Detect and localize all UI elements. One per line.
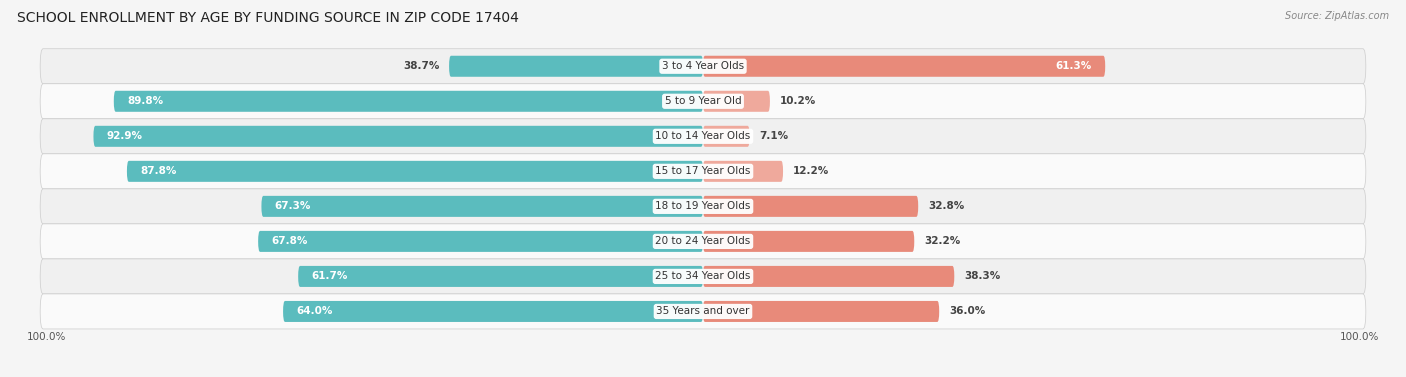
Text: 67.8%: 67.8% [271,236,308,247]
Text: 64.0%: 64.0% [297,307,333,316]
Text: 3 to 4 Year Olds: 3 to 4 Year Olds [662,61,744,71]
Text: SCHOOL ENROLLMENT BY AGE BY FUNDING SOURCE IN ZIP CODE 17404: SCHOOL ENROLLMENT BY AGE BY FUNDING SOUR… [17,11,519,25]
FancyBboxPatch shape [703,126,749,147]
FancyBboxPatch shape [41,259,1365,294]
Text: 32.2%: 32.2% [924,236,960,247]
Text: 89.8%: 89.8% [127,96,163,106]
FancyBboxPatch shape [41,119,1365,154]
FancyBboxPatch shape [449,56,703,77]
FancyBboxPatch shape [93,126,703,147]
Text: 92.9%: 92.9% [107,131,142,141]
Text: 25 to 34 Year Olds: 25 to 34 Year Olds [655,271,751,281]
Text: 20 to 24 Year Olds: 20 to 24 Year Olds [655,236,751,247]
FancyBboxPatch shape [114,91,703,112]
Text: 36.0%: 36.0% [949,307,986,316]
Text: 35 Years and over: 35 Years and over [657,307,749,316]
FancyBboxPatch shape [703,231,914,252]
FancyBboxPatch shape [127,161,703,182]
Text: 87.8%: 87.8% [141,166,176,176]
FancyBboxPatch shape [703,266,955,287]
FancyBboxPatch shape [262,196,703,217]
Text: 100.0%: 100.0% [27,332,66,342]
FancyBboxPatch shape [298,266,703,287]
Text: 100.0%: 100.0% [1340,332,1379,342]
FancyBboxPatch shape [259,231,703,252]
FancyBboxPatch shape [41,189,1365,224]
Text: 5 to 9 Year Old: 5 to 9 Year Old [665,96,741,106]
FancyBboxPatch shape [703,91,770,112]
FancyBboxPatch shape [703,196,918,217]
FancyBboxPatch shape [41,49,1365,84]
Text: 12.2%: 12.2% [793,166,830,176]
Text: 10 to 14 Year Olds: 10 to 14 Year Olds [655,131,751,141]
FancyBboxPatch shape [283,301,703,322]
FancyBboxPatch shape [41,154,1365,189]
Text: 67.3%: 67.3% [274,201,311,211]
FancyBboxPatch shape [703,161,783,182]
FancyBboxPatch shape [41,224,1365,259]
Text: 61.7%: 61.7% [311,271,347,281]
Text: 61.3%: 61.3% [1056,61,1092,71]
Text: 32.8%: 32.8% [928,201,965,211]
Text: 38.3%: 38.3% [965,271,1001,281]
Text: 7.1%: 7.1% [759,131,789,141]
FancyBboxPatch shape [703,301,939,322]
FancyBboxPatch shape [41,294,1365,329]
FancyBboxPatch shape [703,56,1105,77]
FancyBboxPatch shape [41,84,1365,119]
Text: 10.2%: 10.2% [780,96,815,106]
Text: Source: ZipAtlas.com: Source: ZipAtlas.com [1285,11,1389,21]
Text: 15 to 17 Year Olds: 15 to 17 Year Olds [655,166,751,176]
Text: 18 to 19 Year Olds: 18 to 19 Year Olds [655,201,751,211]
Text: 38.7%: 38.7% [404,61,439,71]
